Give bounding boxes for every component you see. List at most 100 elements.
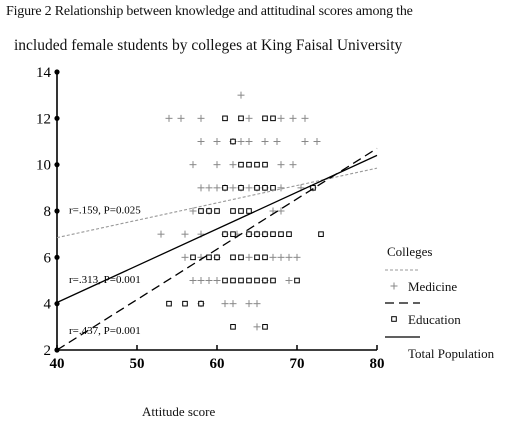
x-tick-label: 70 xyxy=(290,356,305,372)
medicine-point xyxy=(165,114,173,122)
medicine-point xyxy=(213,277,221,284)
education-point xyxy=(206,208,212,214)
medicine-point xyxy=(157,230,165,238)
x-tick-label: 50 xyxy=(130,356,145,372)
medicine-point xyxy=(277,114,285,122)
x-tick-label: 80 xyxy=(370,356,385,372)
correlation-annotation: r=.313, P=0.001 xyxy=(69,274,141,286)
medicine-point xyxy=(277,161,285,169)
education-point xyxy=(166,300,172,307)
medicine-point xyxy=(245,138,253,145)
medicine-point xyxy=(253,323,261,331)
education-point xyxy=(238,277,244,284)
medicine-point xyxy=(181,253,189,261)
education-point xyxy=(254,277,260,284)
medicine-point xyxy=(205,184,213,192)
y-tick-label: 6 xyxy=(44,250,52,266)
education-point xyxy=(270,231,276,237)
legend-marks xyxy=(385,269,420,338)
medicine-point xyxy=(197,138,205,145)
medicine-point xyxy=(289,161,297,169)
legend-label-education: Education xyxy=(408,312,461,327)
medicine-point xyxy=(221,300,229,308)
medicine-point xyxy=(285,277,293,284)
medicine-point xyxy=(189,277,197,284)
education-point xyxy=(230,231,236,237)
fit-line-medicine xyxy=(56,167,378,239)
education-point xyxy=(246,277,252,284)
correlation-annotation: r=.159, P=0.025 xyxy=(69,204,141,216)
y-tick-label: 14 xyxy=(36,65,52,81)
medicine-point xyxy=(277,207,285,215)
education-point xyxy=(230,324,236,330)
education-point xyxy=(278,231,284,237)
fit-line-education xyxy=(56,147,378,351)
education-point xyxy=(238,208,244,214)
education-point xyxy=(254,254,260,261)
education-point xyxy=(222,231,228,237)
education-point xyxy=(198,208,204,214)
education-point xyxy=(270,277,276,284)
education-point xyxy=(222,115,228,122)
y-tick-label: 8 xyxy=(44,204,52,220)
medicine-point xyxy=(245,114,253,122)
medicine-point xyxy=(197,277,205,284)
education-point xyxy=(262,185,268,191)
medicine-point xyxy=(245,253,253,261)
medicine-point xyxy=(289,114,297,122)
education-point xyxy=(214,254,220,261)
legend-label-total-population: Total Population xyxy=(408,346,495,361)
education-point xyxy=(262,231,268,237)
chart-title: Figure 2 Relationship between knowledge … xyxy=(6,4,413,19)
education-point xyxy=(294,277,300,284)
education-point xyxy=(222,185,228,191)
education-point xyxy=(230,254,236,261)
medicine-point xyxy=(197,114,205,122)
legend-marker-medicine xyxy=(390,282,398,290)
education-point xyxy=(230,138,236,145)
fit-lines xyxy=(56,147,378,351)
education-point xyxy=(270,185,276,191)
medicine-point xyxy=(237,91,245,99)
x-axis-label: Attitude score xyxy=(142,404,216,419)
education-point xyxy=(270,115,276,122)
medicine-point xyxy=(181,230,189,238)
education-point xyxy=(262,161,268,168)
education-point xyxy=(206,254,212,261)
annotations: r=.159, P=0.025 r=.313, P=0.001 r=.437, P=… xyxy=(69,204,141,336)
medicine-point xyxy=(213,161,221,169)
medicine-point xyxy=(301,138,309,145)
y-tick-label: 4 xyxy=(44,297,52,313)
education-point xyxy=(262,324,268,330)
education-point xyxy=(246,161,252,168)
medicine-point xyxy=(229,300,237,308)
education-point xyxy=(238,161,244,168)
medicine-point xyxy=(197,184,205,192)
medicine-point xyxy=(253,300,261,308)
education-point xyxy=(238,115,244,122)
education-point xyxy=(262,254,268,261)
axes: 2 4 6 8 10 12 14 40 50 60 70 80 xyxy=(36,65,385,372)
y-tick-mark xyxy=(54,162,60,168)
education-point xyxy=(230,277,236,284)
medicine-point xyxy=(269,253,277,261)
medicine-point xyxy=(245,300,253,308)
medicine-point xyxy=(189,161,197,169)
medicine-point xyxy=(177,114,185,122)
y-tick-mark xyxy=(54,254,60,260)
medicine-point xyxy=(261,138,269,145)
y-tick-mark xyxy=(54,69,60,75)
education-point xyxy=(262,115,268,122)
education-point xyxy=(214,208,220,214)
medicine-point xyxy=(229,161,237,169)
education-point xyxy=(318,231,324,237)
medicine-point xyxy=(301,114,309,122)
education-point xyxy=(246,231,252,237)
medicine-point xyxy=(277,184,285,192)
education-point xyxy=(254,231,260,237)
y-tick-label: 2 xyxy=(44,343,52,359)
y-tick-label: 12 xyxy=(36,111,51,127)
y-tick-label: 10 xyxy=(36,158,51,174)
medicine-point xyxy=(213,138,221,145)
medicine-point xyxy=(293,253,301,261)
